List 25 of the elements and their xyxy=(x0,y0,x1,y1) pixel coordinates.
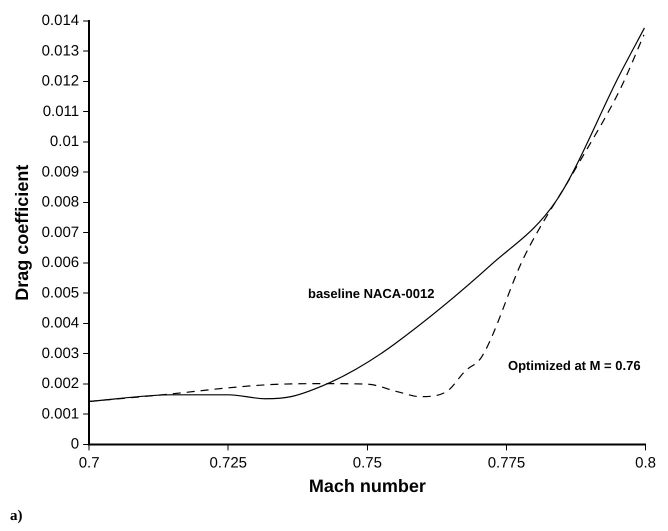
y-tick-label: 0.009 xyxy=(42,163,80,180)
y-tick-label: 0 xyxy=(70,436,80,453)
annotation: Optimized at M = 0.76 xyxy=(508,358,641,373)
x-axis-title: Mach number xyxy=(308,476,426,496)
y-axis-title: Drag coefficient xyxy=(12,164,32,301)
y-tick-label: 0.013 xyxy=(42,42,80,60)
y-tick-label: 0.011 xyxy=(42,102,80,120)
y-tick-label: 0.007 xyxy=(42,224,80,241)
y-tick-label: 0.005 xyxy=(42,284,80,302)
y-tick-label: 0.001 xyxy=(42,405,80,422)
text: a) xyxy=(10,508,22,525)
y-tick-label: 0.006 xyxy=(42,254,80,272)
x-tick-label: 0.7 xyxy=(78,454,100,472)
y-tick-label: 0.004 xyxy=(42,314,80,332)
x-tick-label: 0.725 xyxy=(209,454,248,472)
y-tick-label: 0.008 xyxy=(42,194,80,211)
annotation: baseline NACA-0012 xyxy=(308,286,434,301)
y-tick-label: 0.012 xyxy=(42,72,80,90)
y-tick-label: 0.003 xyxy=(42,344,80,362)
x-tick-label: 0.75 xyxy=(352,454,382,472)
y-tick-label: 0.01 xyxy=(50,133,80,150)
y-tick-label: 0.014 xyxy=(42,12,80,30)
x-tick-label: 0.8 xyxy=(635,454,656,472)
y-tick-label: 0.002 xyxy=(42,375,80,392)
x-tick-label: 0.775 xyxy=(488,454,526,472)
